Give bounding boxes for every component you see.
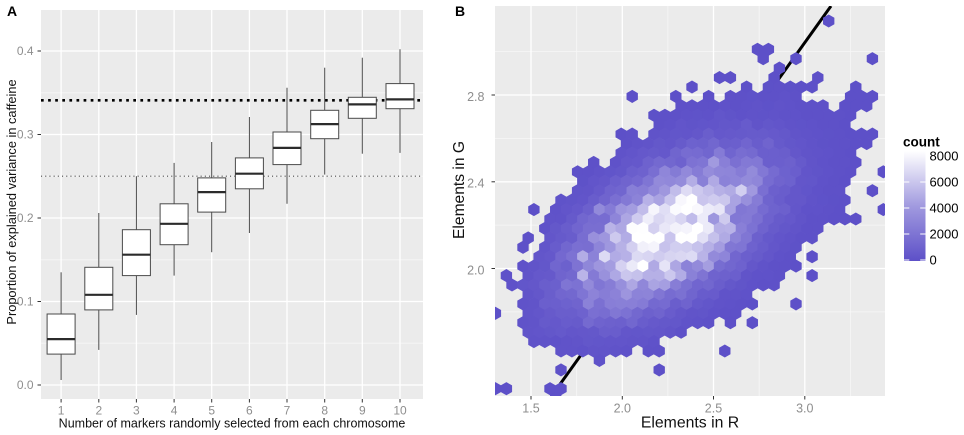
- svg-text:9: 9: [359, 404, 366, 418]
- svg-text:3.0: 3.0: [796, 402, 813, 416]
- svg-text:Proportion of explained varian: Proportion of explained variance in caff…: [4, 79, 19, 324]
- svg-text:A: A: [7, 3, 17, 19]
- svg-text:4000: 4000: [930, 201, 959, 216]
- svg-text:5: 5: [208, 404, 215, 418]
- svg-text:Elements in R: Elements in R: [641, 415, 739, 432]
- svg-text:0.1: 0.1: [17, 295, 34, 309]
- svg-text:4: 4: [171, 404, 178, 418]
- svg-text:1.5: 1.5: [522, 402, 539, 416]
- svg-text:3: 3: [133, 404, 140, 418]
- svg-text:0.3: 0.3: [17, 128, 34, 142]
- svg-text:0.2: 0.2: [17, 211, 34, 225]
- svg-text:2.8: 2.8: [467, 90, 484, 104]
- svg-text:count: count: [903, 135, 940, 150]
- svg-text:Number of markers randomly sel: Number of markers randomly selected from…: [59, 417, 406, 431]
- svg-text:10: 10: [393, 404, 407, 418]
- svg-text:6: 6: [246, 404, 253, 418]
- svg-text:7: 7: [284, 404, 291, 418]
- svg-text:2: 2: [95, 404, 102, 418]
- svg-text:2.0: 2.0: [614, 402, 631, 416]
- svg-text:Elements in G: Elements in G: [451, 141, 468, 239]
- svg-text:2000: 2000: [930, 227, 959, 242]
- svg-text:0.0: 0.0: [17, 378, 34, 392]
- svg-text:1: 1: [58, 404, 65, 418]
- svg-text:8000: 8000: [930, 149, 959, 164]
- svg-text:2.0: 2.0: [467, 263, 484, 277]
- svg-text:0.4: 0.4: [17, 44, 34, 58]
- svg-text:8: 8: [321, 404, 328, 418]
- svg-text:B: B: [455, 3, 465, 19]
- svg-text:2.4: 2.4: [467, 177, 484, 191]
- svg-text:2.5: 2.5: [705, 402, 722, 416]
- svg-text:6000: 6000: [930, 175, 959, 190]
- svg-text:0: 0: [930, 253, 937, 268]
